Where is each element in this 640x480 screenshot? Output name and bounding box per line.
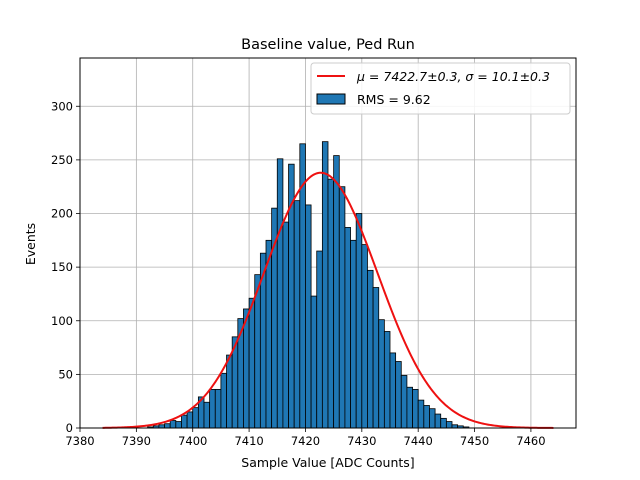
x-tick-label: 7380 [65,434,94,448]
histogram-bar [276,158,284,429]
histogram-bar [186,411,194,429]
y-axis-ticks: 0 50 100 150 200 250 300 [51,99,80,435]
x-axis-ticks: 7380 7390 7400 7410 7420 7430 7440 7450 7460 [65,428,546,448]
y-tick-label: 150 [51,260,73,274]
y-tick-label: 50 [58,367,73,381]
histogram-bars [130,141,470,429]
y-tick-label: 200 [51,207,73,221]
histogram-bar [406,386,413,429]
x-tick-label: 7420 [291,434,320,448]
histogram-bar [395,361,402,429]
legend-fit-label: μ = 7422.7±0.3, σ = 10.1±0.3 [356,69,550,84]
x-tick-label: 7460 [516,434,545,448]
histogram-bar [327,178,335,429]
histogram-bar [305,204,312,429]
histogram-bar [282,221,289,429]
histogram-bar [203,401,211,429]
histogram-bar [192,407,199,429]
x-tick-label: 7430 [347,434,376,448]
histogram-bar [321,141,329,429]
legend-box [310,62,571,115]
histogram-bar [310,295,318,429]
chart-title: Baseline value, Ped Run [241,37,415,53]
histogram-bar [333,155,340,429]
histogram-bar [355,213,363,429]
gaussian-fit-curve [102,171,554,429]
y-tick-label: 100 [51,314,73,328]
histogram-bar [412,388,419,429]
histogram-bar [209,388,216,429]
histogram-bar [350,239,357,429]
histogram-bar [378,319,385,429]
histogram-bar [248,297,256,429]
x-tick-label: 7400 [178,434,207,448]
histogram-bar [434,413,442,429]
plot-frame [79,57,577,429]
histogram-bar [389,352,397,429]
histogram-bar [440,417,447,429]
histogram-bar [220,372,227,429]
histogram-bar [361,244,368,429]
x-tick-label: 7450 [460,434,489,448]
histogram-bar [417,399,425,429]
y-tick-label: 250 [51,153,73,167]
histogram-bar [367,269,374,429]
histogram-bar [344,227,351,429]
y-tick-label: 0 [66,421,73,435]
histogram-bar [181,414,188,429]
histogram-bar [265,239,273,429]
legend-histogram-swatch [316,93,346,105]
histogram-bar [169,420,177,429]
x-tick-label: 7440 [404,434,433,448]
histogram-bar [400,375,408,429]
y-axis-label: Events [23,223,38,265]
y-tick-label: 300 [51,99,73,113]
histogram-bar [175,421,182,429]
histogram-bar [383,331,391,429]
histogram-bar [372,287,380,429]
histogram-bar [226,354,233,429]
histogram-bar [164,423,171,429]
histogram-bar [429,408,436,429]
histogram-bar [423,405,430,429]
x-tick-label: 7410 [234,434,263,448]
x-axis-label: Sample Value [ADC Counts] [241,455,414,470]
legend-histogram-label: RMS = 9.62 [357,92,431,107]
x-tick-label: 7390 [122,434,151,448]
histogram-bar [293,200,301,429]
histogram-bar [316,250,323,429]
histogram-bar [338,186,346,429]
histogram-bar [214,388,222,429]
legend: μ = 7422.7±0.3, σ = 10.1±0.3 RMS = 9.62 [310,62,571,115]
histogram-bar [445,421,453,429]
